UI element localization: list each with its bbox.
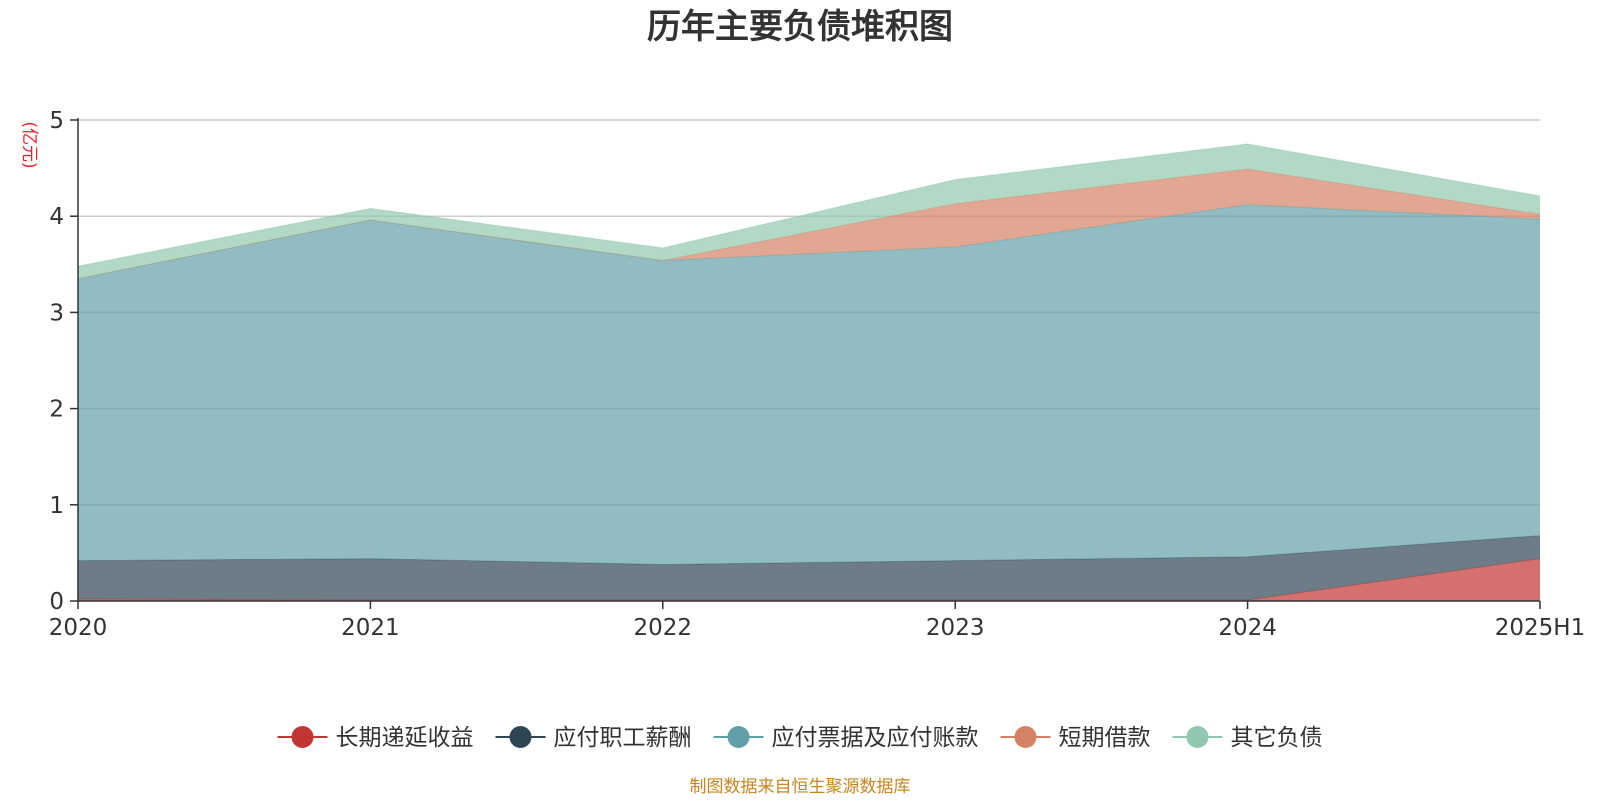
legend-item-0[interactable]: 长期递延收益 [277, 725, 474, 751]
series-line-4 [77, 143, 1541, 267]
legend-label: 其它负债 [1231, 725, 1323, 751]
x-tick-label: 2023 [926, 615, 985, 641]
legend[interactable]: 长期递延收益 应付职工薪酬 应付票据及应付账款 短期借款 其它负债 [277, 725, 1323, 751]
legend-marker [1186, 726, 1209, 748]
legend-item-3[interactable]: 短期借款 [1000, 725, 1151, 751]
y-tick-label: 5 [49, 108, 64, 134]
legend-label: 长期递延收益 [336, 725, 474, 751]
y-tick-label: 3 [49, 300, 64, 326]
y-tick-label: 1 [49, 493, 64, 519]
legend-label: 短期借款 [1059, 725, 1151, 751]
chart-title: 历年主要负债堆积图 [647, 7, 953, 47]
series-area-3 [78, 169, 1540, 279]
x-tick-label: 2022 [634, 615, 693, 641]
x-tick-label: 2024 [1218, 615, 1277, 641]
y-tick-label: 2 [49, 397, 64, 423]
legend-label: 应付职工薪酬 [554, 725, 692, 751]
legend-marker [509, 726, 532, 748]
y-axis-unit-label: (亿元) [19, 121, 39, 168]
x-tick-label: 2021 [341, 615, 400, 641]
legend-label: 应付票据及应付账款 [772, 725, 979, 751]
area-series-group [77, 143, 1541, 601]
series-area-1 [78, 535, 1540, 601]
legend-item-1[interactable]: 应付职工薪酬 [495, 725, 692, 751]
legend-marker [291, 726, 314, 748]
source-footer: 制图数据来自恒生聚源数据库 [690, 777, 911, 797]
y-tick-label: 4 [49, 204, 64, 230]
legend-item-2[interactable]: 应付票据及应付账款 [713, 725, 979, 751]
legend-item-4[interactable]: 其它负债 [1172, 725, 1323, 751]
x-tick-label: 2025H1 [1495, 615, 1585, 641]
axes: 0 1 2 3 4 5 2020 2021 2022 2023 2024 2025H1 [49, 108, 1586, 641]
series-area-2 [78, 204, 1540, 565]
series-area-0 [78, 558, 1540, 601]
series-area-4 [78, 144, 1540, 279]
x-tick-label: 2020 [49, 615, 108, 641]
legend-marker [727, 726, 750, 748]
y-tick-label: 0 [49, 589, 64, 615]
legend-marker [1014, 726, 1037, 748]
